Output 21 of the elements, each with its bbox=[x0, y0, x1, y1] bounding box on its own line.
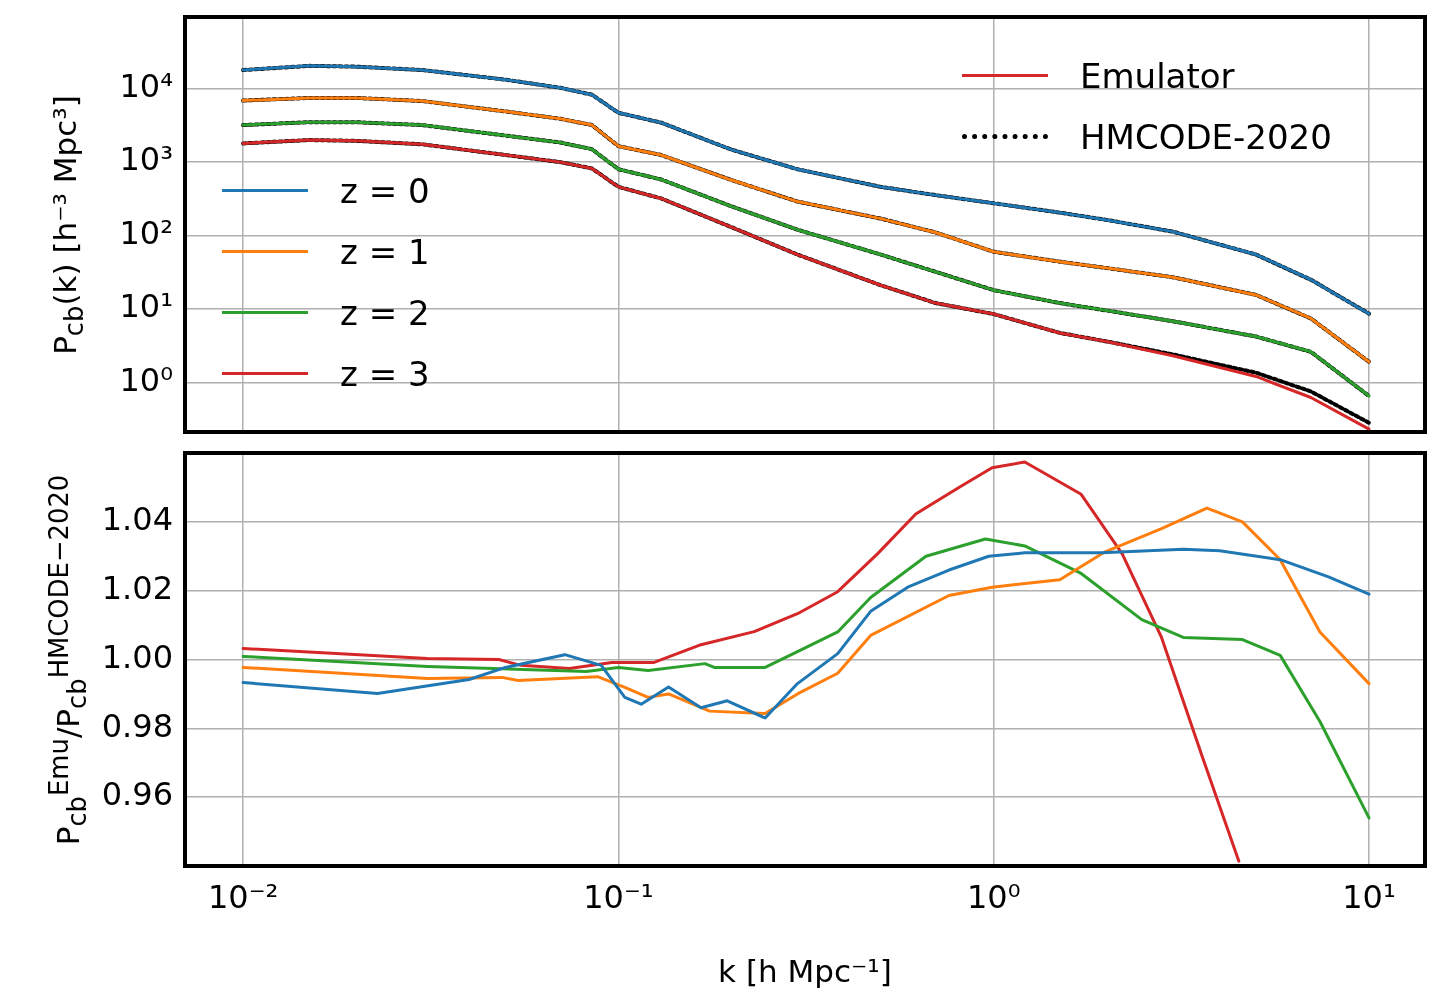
x-tick-label: 10¹ bbox=[1342, 877, 1396, 916]
y-tick-label: 10¹ bbox=[119, 287, 173, 326]
annotation: Emulator bbox=[1080, 55, 1235, 96]
legend-label: HMCODE-2020 bbox=[1080, 116, 1332, 157]
y-tick-label: 1.02 bbox=[101, 568, 173, 607]
y-tick-label: 10⁴ bbox=[119, 67, 173, 106]
y-tick-label: 10⁰ bbox=[119, 360, 173, 399]
x-tick-label: 10⁰ bbox=[966, 877, 1021, 916]
y-tick-label: 0.98 bbox=[101, 706, 173, 745]
legend-label: z = 0 bbox=[340, 170, 430, 211]
y-tick-label: 1.00 bbox=[101, 637, 173, 676]
y-tick-label: 10² bbox=[119, 213, 173, 252]
y-tick-label: 0.96 bbox=[101, 775, 173, 814]
x-tick-label: 10⁻¹ bbox=[583, 877, 654, 916]
y-tick-label: 1.04 bbox=[101, 500, 173, 539]
legend-label: z = 1 bbox=[340, 231, 430, 272]
x-tick-label: 10⁻² bbox=[207, 877, 279, 916]
legend-label: z = 2 bbox=[340, 292, 430, 333]
y-tick-label: 10³ bbox=[119, 140, 173, 179]
legend-label: z = 3 bbox=[340, 353, 430, 394]
x-axis-title: k [h Mpc⁻¹] bbox=[718, 953, 892, 989]
